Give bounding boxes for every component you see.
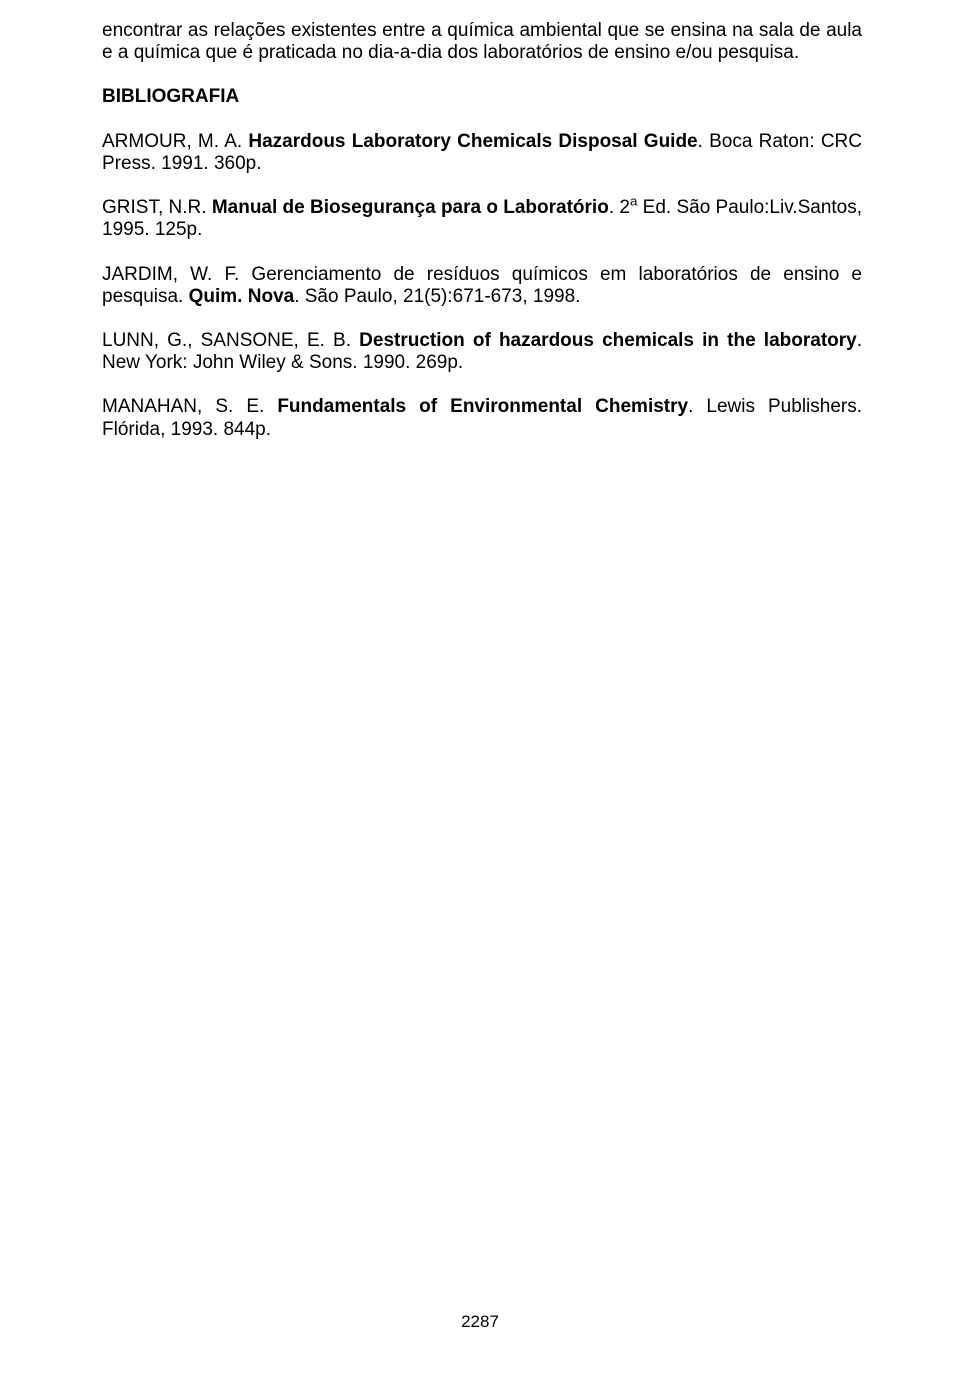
ref-jardim: JARDIM, W. F. Gerenciamento de resíduos … [102,264,862,308]
ref-grist-pre: GRIST, N.R. [102,197,212,218]
ref-grist-post-before-sup: . 2 [609,197,630,218]
ref-lunn-pre: LUNN, G., SANSONE, E. B. [102,330,359,351]
ref-manahan-title: Fundamentals of Environmental Chemistry [277,396,688,417]
ref-manahan: MANAHAN, S. E. Fundamentals of Environme… [102,396,862,440]
intro-paragraph: encontrar as relações existentes entre a… [102,20,862,64]
page-number: 2287 [0,1312,960,1332]
ref-lunn: LUNN, G., SANSONE, E. B. Destruction of … [102,330,862,374]
ref-grist: GRIST, N.R. Manual de Biosegurança para … [102,197,862,241]
ref-jardim-title: Quim. Nova [189,286,295,307]
ref-grist-title: Manual de Biosegurança para o Laboratóri… [212,197,609,218]
ref-jardim-post: . São Paulo, 21(5):671-673, 1998. [294,286,580,307]
ref-manahan-pre: MANAHAN, S. E. [102,396,277,417]
ref-armour: ARMOUR, M. A. Hazardous Laboratory Chemi… [102,131,862,175]
ref-lunn-title: Destruction of hazardous chemicals in th… [359,330,857,351]
ref-armour-title: Hazardous Laboratory Chemicals Disposal … [248,131,697,152]
document-page: encontrar as relações existentes entre a… [0,0,960,1387]
ref-armour-pre: ARMOUR, M. A. [102,131,248,152]
bibliography-heading: BIBLIOGRAFIA [102,86,862,108]
